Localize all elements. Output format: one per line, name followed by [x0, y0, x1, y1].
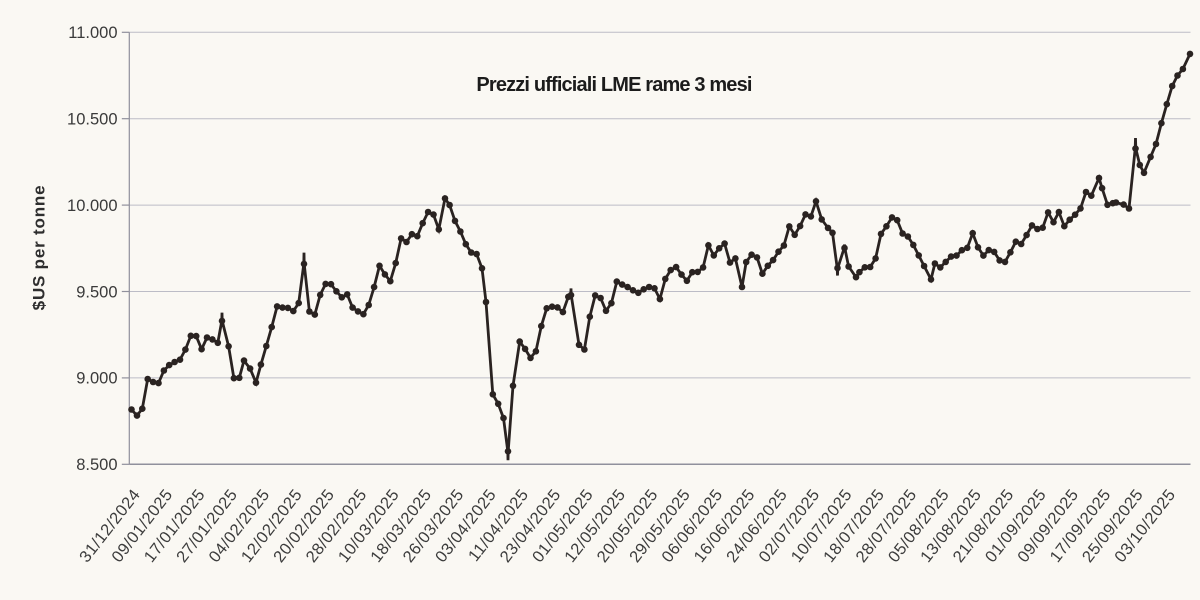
svg-text:10.000: 10.000: [67, 197, 117, 215]
svg-text:8.500: 8.500: [76, 456, 117, 474]
svg-text:$US per tonne: $US per tonne: [30, 185, 49, 311]
svg-text:10.500: 10.500: [67, 111, 117, 129]
svg-text:Prezzi ufficiali LME rame 3 me: Prezzi ufficiali LME rame 3 mesi: [476, 74, 751, 96]
svg-text:9.500: 9.500: [76, 283, 117, 301]
svg-text:9.000: 9.000: [76, 370, 117, 388]
svg-text:11.000: 11.000: [68, 24, 117, 42]
